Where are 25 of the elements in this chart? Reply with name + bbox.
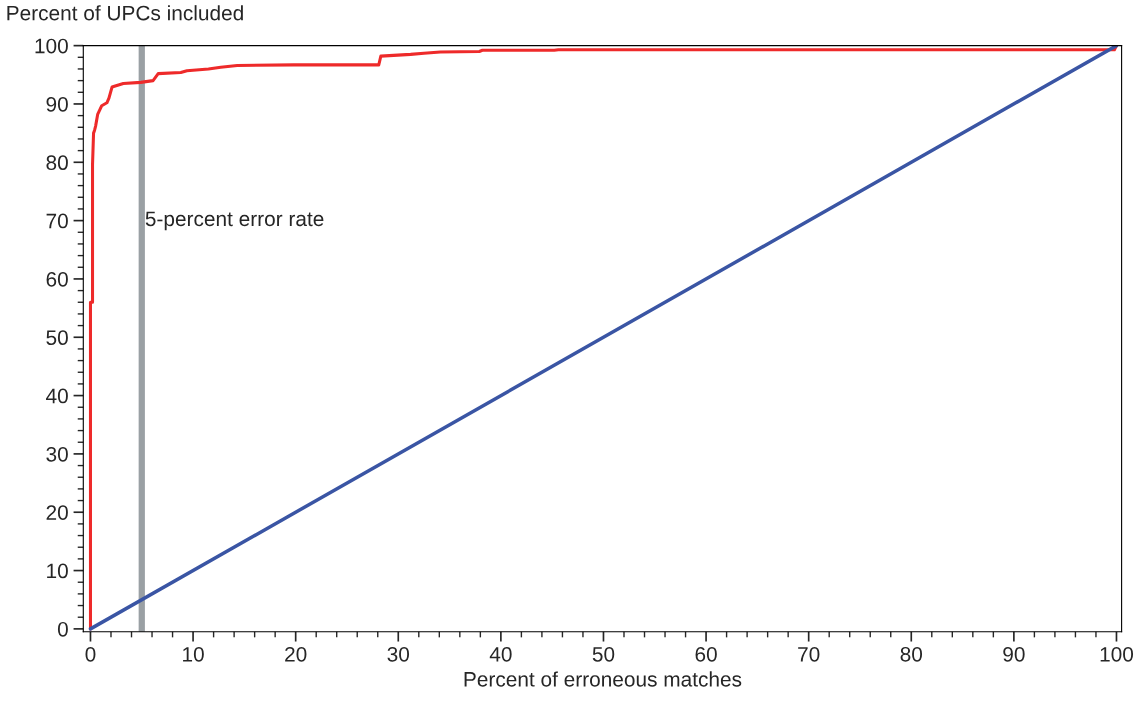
y-tick-label: 50 xyxy=(46,330,68,346)
x-tick-label: 70 xyxy=(798,646,820,662)
x-tick-label: 60 xyxy=(695,646,717,662)
y-tick-label: 20 xyxy=(46,505,68,520)
x-tick-label: 90 xyxy=(1003,646,1025,662)
x-tick-label: 30 xyxy=(387,646,410,662)
y-tick-label: 10 xyxy=(47,563,68,579)
y-tick-label: 90 xyxy=(46,96,68,112)
y-tick-label: 0 xyxy=(57,621,68,637)
y-axis-title: Percent of UPCs included xyxy=(7,5,243,21)
y-tick-label: 100 xyxy=(35,38,68,54)
x-tick-label: 20 xyxy=(285,646,307,662)
x-tick-label: 40 xyxy=(489,646,512,662)
ref-line-label: 5-percent error rate xyxy=(145,211,324,231)
x-tick-label: 50 xyxy=(592,646,615,662)
x-axis-title: Percent of erroneous matches xyxy=(464,671,742,687)
y-tick-label: 60 xyxy=(46,271,68,287)
x-tick-label: 80 xyxy=(900,646,923,662)
x-tick-label: 0 xyxy=(85,646,96,662)
y-tick-label: 30 xyxy=(46,446,68,462)
x-tick-label: 10 xyxy=(183,646,204,662)
y-tick-label: 80 xyxy=(46,155,68,171)
y-tick-label: 70 xyxy=(46,213,68,229)
x-tick-label: 100 xyxy=(1100,646,1134,662)
y-tick-label: 40 xyxy=(46,388,68,404)
